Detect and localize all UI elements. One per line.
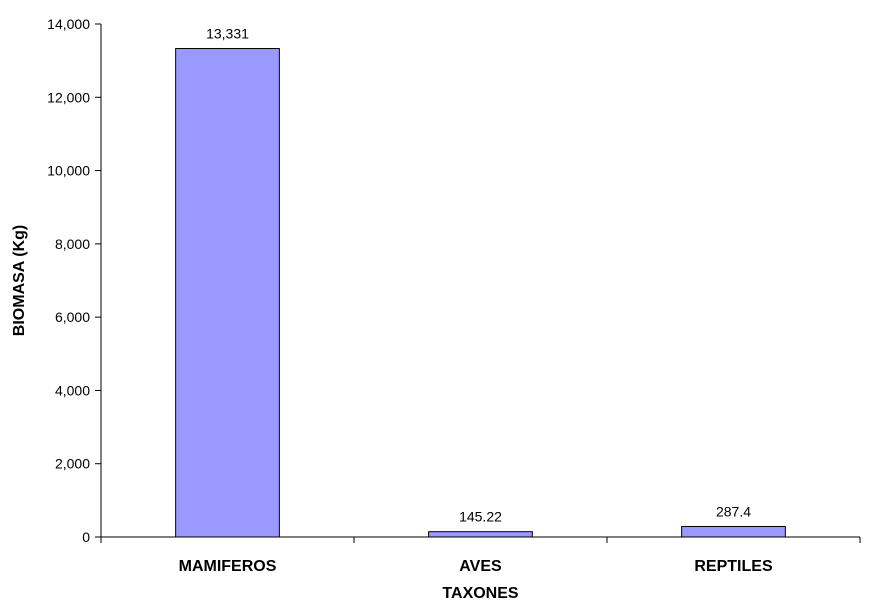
y-tick-label: 10,000 [47, 163, 90, 179]
data-label: 13,331 [206, 26, 249, 42]
y-tick-label: 12,000 [47, 89, 90, 105]
y-axis-title: BIOMASA (Kg) [11, 225, 28, 336]
y-tick-label: 6,000 [55, 309, 90, 325]
y-tick-label: 14,000 [47, 16, 90, 32]
y-tick-label: 0 [82, 529, 90, 545]
y-tick-label: 2,000 [55, 456, 90, 472]
axes: 0 2,000 4,000 6,000 8,000 10,000 12,000 14,000 M… [47, 16, 861, 575]
x-tick-label: REPTILES [694, 558, 773, 575]
bars [175, 48, 786, 538]
data-labels: 13,331 145.22 287.4 [206, 26, 751, 525]
data-label: 287.4 [716, 503, 751, 519]
x-tick-label: MAMIFEROS [179, 558, 277, 575]
y-tick-label: 8,000 [55, 236, 90, 252]
y-tick-label: 4,000 [55, 382, 90, 398]
x-axis-title: TAXONES [442, 585, 518, 602]
bar-mamiferos [175, 48, 280, 538]
x-tick-label: AVES [459, 558, 502, 575]
data-label: 145.22 [459, 509, 502, 525]
bar-reptiles [681, 525, 786, 538]
bar-aves [428, 531, 533, 538]
